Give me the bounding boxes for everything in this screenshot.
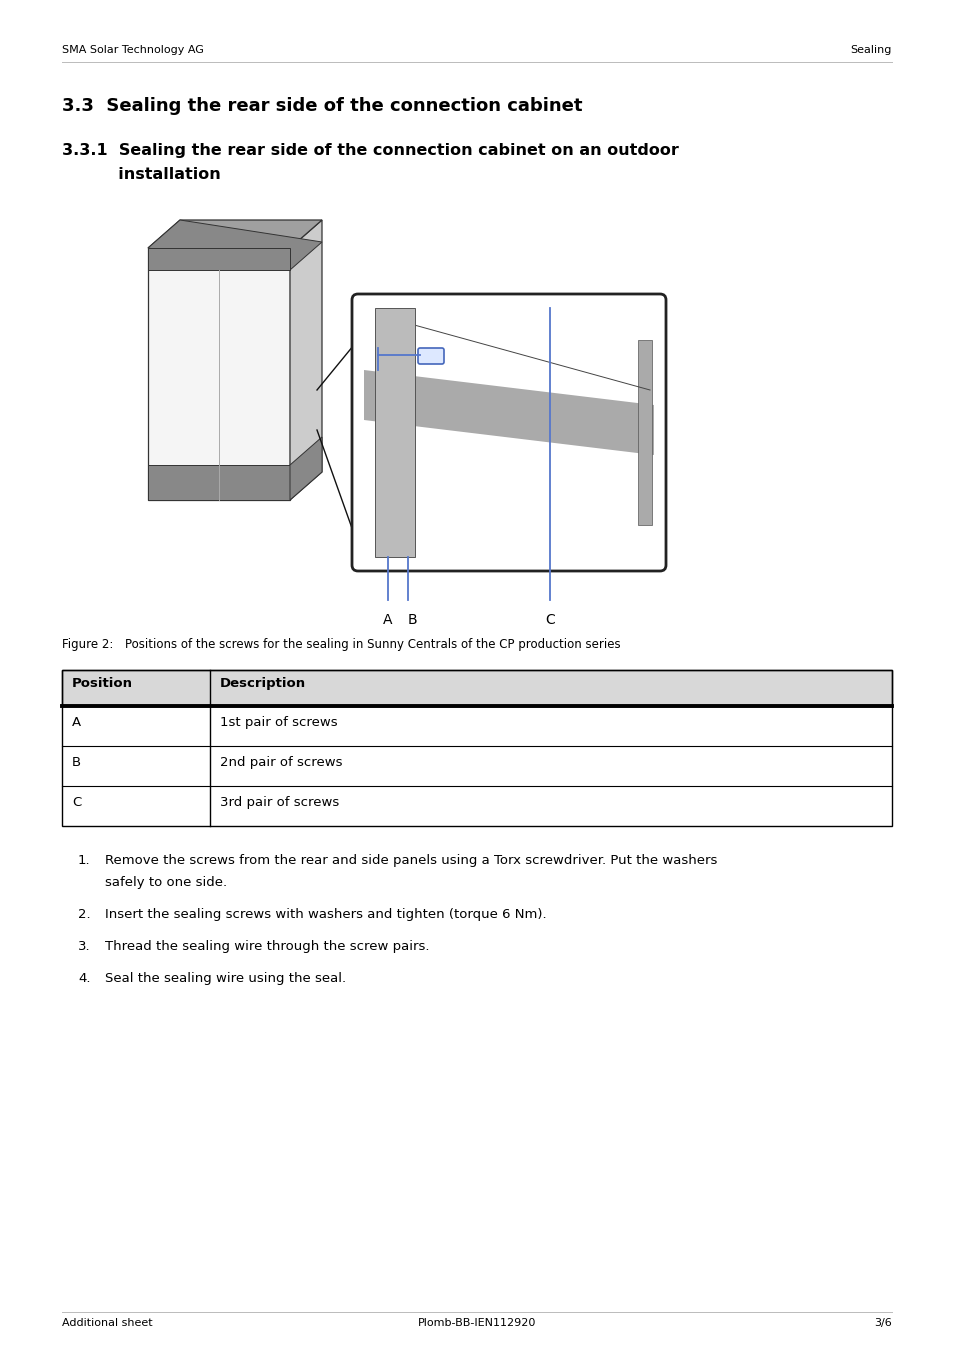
Text: A: A <box>383 612 393 627</box>
Polygon shape <box>148 220 322 270</box>
Text: 1.: 1. <box>78 854 91 867</box>
Text: 2nd pair of screws: 2nd pair of screws <box>220 756 342 769</box>
Text: 3.: 3. <box>78 940 91 953</box>
Text: B: B <box>407 612 416 627</box>
Text: Position: Position <box>71 677 132 690</box>
Bar <box>62 671 891 706</box>
Bar <box>148 247 290 500</box>
Text: 1st pair of screws: 1st pair of screws <box>220 717 337 729</box>
Text: C: C <box>71 796 81 808</box>
Text: installation: installation <box>62 168 220 183</box>
Text: Thread the sealing wire through the screw pairs.: Thread the sealing wire through the scre… <box>105 940 429 953</box>
Bar <box>62 671 891 826</box>
Text: Remove the screws from the rear and side panels using a Torx screwdriver. Put th: Remove the screws from the rear and side… <box>105 854 717 867</box>
Text: 2.: 2. <box>78 909 91 921</box>
Text: Insert the sealing screws with washers and tighten (torque 6 Nm).: Insert the sealing screws with washers a… <box>105 909 546 921</box>
Text: Positions of the screws for the sealing in Sunny Centrals of the CP production s: Positions of the screws for the sealing … <box>125 638 620 652</box>
FancyBboxPatch shape <box>352 293 665 571</box>
Text: SMA Solar Technology AG: SMA Solar Technology AG <box>62 45 204 55</box>
Polygon shape <box>364 370 654 456</box>
Text: 3.3.1  Sealing the rear side of the connection cabinet on an outdoor: 3.3.1 Sealing the rear side of the conne… <box>62 143 679 158</box>
Polygon shape <box>290 437 322 500</box>
Text: Figure 2:: Figure 2: <box>62 638 113 652</box>
Text: Description: Description <box>220 677 306 690</box>
FancyBboxPatch shape <box>417 347 443 364</box>
Text: Plomb-BB-IEN112920: Plomb-BB-IEN112920 <box>417 1318 536 1328</box>
Bar <box>375 308 415 557</box>
Text: 3rd pair of screws: 3rd pair of screws <box>220 796 339 808</box>
Bar <box>148 247 290 270</box>
Text: safely to one side.: safely to one side. <box>105 876 227 890</box>
Bar <box>638 339 651 525</box>
Text: Sealing: Sealing <box>850 45 891 55</box>
Bar <box>148 465 290 500</box>
Polygon shape <box>148 220 322 247</box>
Text: 4.: 4. <box>78 972 91 986</box>
Text: C: C <box>544 612 555 627</box>
Text: 3/6: 3/6 <box>873 1318 891 1328</box>
Text: 3.3  Sealing the rear side of the connection cabinet: 3.3 Sealing the rear side of the connect… <box>62 97 582 115</box>
Text: A: A <box>71 717 81 729</box>
Text: Additional sheet: Additional sheet <box>62 1318 152 1328</box>
Text: B: B <box>71 756 81 769</box>
Text: Seal the sealing wire using the seal.: Seal the sealing wire using the seal. <box>105 972 346 986</box>
Polygon shape <box>290 220 322 500</box>
